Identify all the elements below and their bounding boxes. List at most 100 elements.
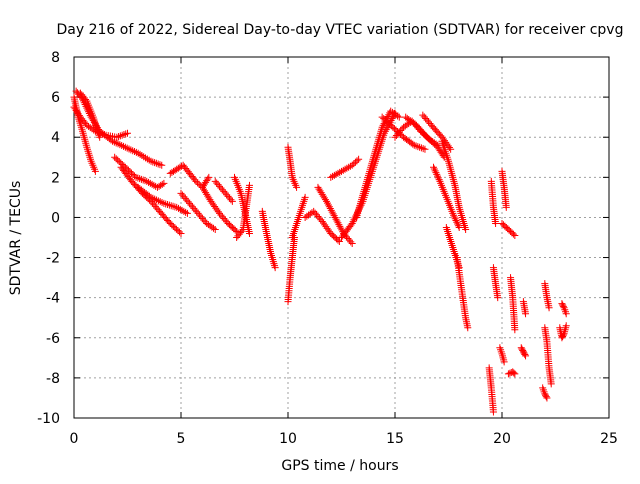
data-point <box>562 322 570 330</box>
data-point <box>435 176 443 184</box>
data-point <box>332 170 340 178</box>
data-point <box>115 158 123 166</box>
data-point <box>203 190 211 198</box>
data-point <box>221 216 229 224</box>
data-point <box>200 216 208 224</box>
data-point <box>220 214 228 222</box>
series-arc-17 <box>288 193 309 241</box>
data-point <box>153 204 161 212</box>
data-point <box>348 161 356 169</box>
data-point <box>175 204 183 212</box>
data-point <box>334 219 342 227</box>
data-point <box>422 115 430 123</box>
data-point <box>180 193 188 201</box>
data-point <box>386 120 394 128</box>
series-arc-08 <box>166 161 213 191</box>
data-point <box>447 145 455 153</box>
data-point <box>336 168 344 176</box>
data-point <box>216 182 224 190</box>
data-point <box>228 197 236 205</box>
data-point <box>384 112 392 120</box>
data-point <box>422 132 430 140</box>
series-arc-39 <box>519 298 530 318</box>
data-point <box>323 197 331 205</box>
series-arc-19 <box>314 183 356 248</box>
data-point <box>433 170 441 178</box>
data-point <box>114 156 122 164</box>
data-point <box>175 228 183 236</box>
data-point <box>395 128 403 136</box>
series-arc-22 <box>352 107 403 221</box>
data-point <box>154 160 162 168</box>
data-point <box>316 187 324 195</box>
x-tick-label: 20 <box>493 431 511 447</box>
data-point <box>172 225 180 233</box>
series-arc-37 <box>507 274 519 334</box>
series-arc-11 <box>211 177 236 205</box>
data-point <box>421 145 429 153</box>
data-point <box>310 207 318 215</box>
data-point <box>129 170 137 178</box>
data-point <box>205 173 213 181</box>
data-point <box>214 181 222 189</box>
data-point <box>201 187 209 195</box>
y-tick-label: 4 <box>51 130 60 146</box>
data-point <box>238 227 246 235</box>
data-point <box>147 157 155 165</box>
plot-frame <box>73 56 610 419</box>
data-point <box>562 310 570 318</box>
data-point <box>450 213 458 221</box>
data-point <box>315 214 323 222</box>
data-point <box>329 172 337 180</box>
data-point <box>344 235 352 243</box>
data-point <box>183 209 191 217</box>
data-point <box>318 190 326 198</box>
data-point <box>425 135 433 143</box>
data-point <box>221 189 229 197</box>
data-point <box>330 171 338 179</box>
data-point <box>423 116 431 124</box>
x-tick-label: 5 <box>177 431 186 447</box>
data-point <box>336 222 344 230</box>
data-point <box>419 111 427 119</box>
data-point <box>313 211 321 219</box>
data-point <box>193 208 201 216</box>
data-point <box>394 112 402 120</box>
data-point <box>151 159 159 167</box>
data-point <box>196 211 204 219</box>
x-tick-label: 10 <box>279 431 297 447</box>
series-arc-31 <box>487 177 500 227</box>
data-point <box>417 144 425 152</box>
data-point <box>348 240 356 248</box>
data-point <box>423 133 431 141</box>
series-arc-07 <box>134 183 191 217</box>
series-arc-14 <box>258 207 279 272</box>
y-tick-label: 8 <box>51 50 60 66</box>
data-point <box>218 186 226 194</box>
data-point <box>511 326 519 334</box>
data-point <box>315 185 323 193</box>
series-arc-44 <box>556 322 570 342</box>
y-tick-label: -4 <box>46 291 60 307</box>
series-arc-15 <box>284 234 298 306</box>
data-point <box>183 196 191 204</box>
y-tick-label: -10 <box>37 411 60 427</box>
series-arc-27 <box>430 163 463 231</box>
data-point <box>202 189 210 197</box>
data-point <box>390 125 398 133</box>
y-tick-label: -8 <box>46 371 60 387</box>
data-point <box>330 212 338 220</box>
data-point <box>180 207 188 215</box>
data-point <box>350 160 358 168</box>
data-point <box>134 174 142 182</box>
data-point <box>223 218 231 226</box>
series-arc-41 <box>541 280 553 312</box>
data-point <box>383 117 391 125</box>
data-point <box>511 370 519 378</box>
data-point <box>198 214 206 222</box>
data-point <box>431 140 439 148</box>
data-point <box>231 226 239 234</box>
data-point <box>521 350 529 358</box>
series-arc-25 <box>402 113 448 161</box>
